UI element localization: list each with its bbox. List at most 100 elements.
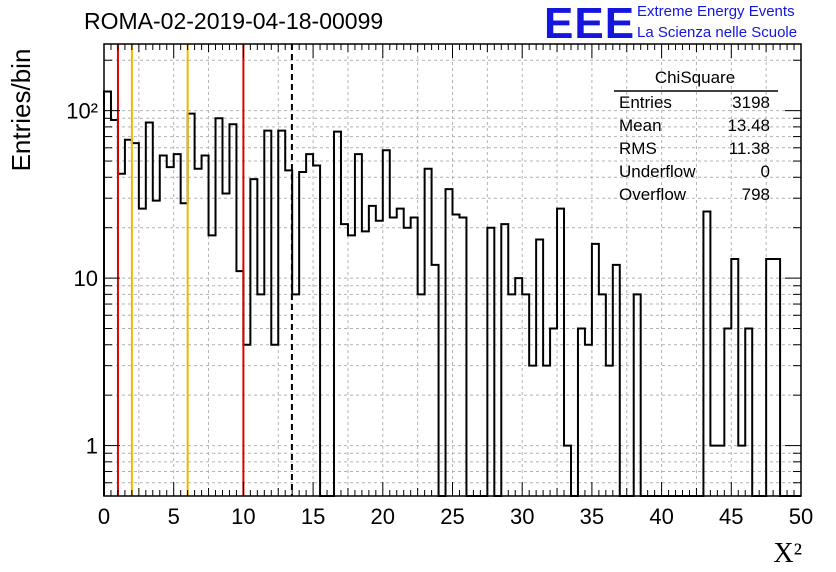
histogram-bin [292, 294, 299, 496]
histogram-bin [773, 259, 780, 496]
histogram-bin [557, 209, 564, 496]
histogram-bin [459, 218, 466, 496]
histogram-bin [222, 194, 229, 496]
histogram-bin [355, 154, 362, 496]
histogram-bin [118, 174, 125, 496]
histogram-bin [243, 345, 250, 496]
histogram-bin [446, 189, 453, 496]
histogram-bin [111, 120, 118, 496]
x-axis-label: X² [773, 538, 802, 569]
histogram-bin [313, 166, 320, 496]
histogram-bin [160, 155, 167, 496]
histogram-bin [550, 329, 557, 496]
x-tick-label: 25 [440, 504, 464, 529]
x-tick-label: 30 [510, 504, 534, 529]
histogram-bin [529, 366, 536, 496]
y-tick-label: 1 [86, 434, 98, 459]
histogram-bin [181, 203, 188, 496]
histogram-bin [508, 294, 515, 496]
histogram-bin [132, 143, 139, 496]
histogram-bin [153, 201, 160, 496]
histogram-bin [383, 150, 390, 496]
histogram-bin [717, 446, 724, 496]
stat-overflow-label: Overflow [619, 185, 687, 204]
histogram-bin [390, 218, 397, 496]
x-tick-label: 40 [649, 504, 673, 529]
histogram-bin [229, 124, 236, 496]
histogram-bin [411, 218, 418, 496]
histogram-bin [369, 206, 376, 496]
histogram-bin [738, 446, 745, 496]
histogram-bin [397, 209, 404, 496]
stat-overflow-value: 798 [741, 185, 770, 204]
x-tick-label: 10 [231, 504, 255, 529]
histogram-bin [334, 132, 341, 496]
histogram-bin [731, 259, 738, 496]
histogram-bin [341, 224, 348, 496]
histogram-bin [487, 228, 494, 496]
histogram-bin [453, 214, 460, 496]
histogram-bin [578, 329, 585, 496]
histogram-bin [139, 209, 146, 496]
histogram-bin [543, 366, 550, 496]
logo-line-2: La Scienza nelle Scuole [637, 24, 798, 41]
x-tick-label: 15 [301, 504, 325, 529]
histogram-bin [202, 155, 209, 496]
histogram-bin [710, 446, 717, 496]
histogram-bin [592, 244, 599, 496]
histogram-bin [188, 114, 195, 496]
histogram-bin [522, 294, 529, 496]
histogram-bin [724, 329, 731, 496]
histogram-bin [195, 169, 202, 496]
histogram-bin [606, 366, 613, 496]
histogram-bin [362, 231, 369, 496]
histogram-bin [257, 294, 264, 496]
y-tick-label: 10 [74, 266, 98, 291]
chart-title: ROMA-02-2019-04-18-00099 [84, 8, 384, 34]
reference-lines [116, 44, 293, 496]
stats-box-title: ChiSquare [654, 68, 736, 87]
x-tick-label: 45 [719, 504, 743, 529]
histogram-bin [432, 265, 439, 496]
stat-mean-value: 13.48 [727, 116, 770, 135]
tick-labels: 0 5 10 15 20 25 30 35 40 45 50 1 10 10² [66, 99, 813, 529]
histogram-bin [306, 154, 313, 496]
histogram-bin [264, 131, 271, 496]
histogram-bin [146, 122, 153, 496]
histogram-bin [104, 92, 111, 496]
histogram-bin [766, 259, 773, 496]
histogram-bin [404, 228, 411, 496]
stat-rms-label: RMS [619, 139, 657, 158]
histogram-bin [613, 265, 620, 496]
histogram-bin [745, 329, 752, 496]
eee-logo: EEE [544, 0, 636, 48]
histogram-bin [536, 240, 543, 496]
histogram-bin [425, 169, 432, 496]
histogram-bin [348, 235, 355, 496]
histogram-bin [167, 167, 174, 496]
axes [103, 43, 802, 497]
histogram-bin [376, 221, 383, 496]
histogram-bin [125, 140, 132, 496]
x-tick-label: 20 [371, 504, 395, 529]
x-tick-label: 35 [580, 504, 604, 529]
histogram-bin [209, 235, 216, 496]
histogram-bin [236, 271, 243, 496]
histogram-bin [216, 118, 223, 496]
y-tick-label: 10² [66, 99, 98, 124]
histogram-bin [271, 345, 278, 496]
stat-rms-value: 11.38 [728, 139, 770, 158]
histogram-bin [299, 172, 306, 496]
histogram-bin [703, 211, 710, 496]
stat-entries-value: 3198 [732, 93, 770, 112]
histogram-bin [599, 294, 606, 496]
stat-underflow-value: 0 [760, 162, 770, 181]
histogram-bin [501, 224, 508, 496]
histogram-bin [174, 154, 181, 496]
histogram-bin [418, 294, 425, 496]
y-axis-label: Entries/bin [6, 49, 36, 172]
histogram-bin [634, 294, 641, 496]
histogram-bin [250, 179, 257, 496]
stat-mean-label: Mean [619, 116, 662, 135]
